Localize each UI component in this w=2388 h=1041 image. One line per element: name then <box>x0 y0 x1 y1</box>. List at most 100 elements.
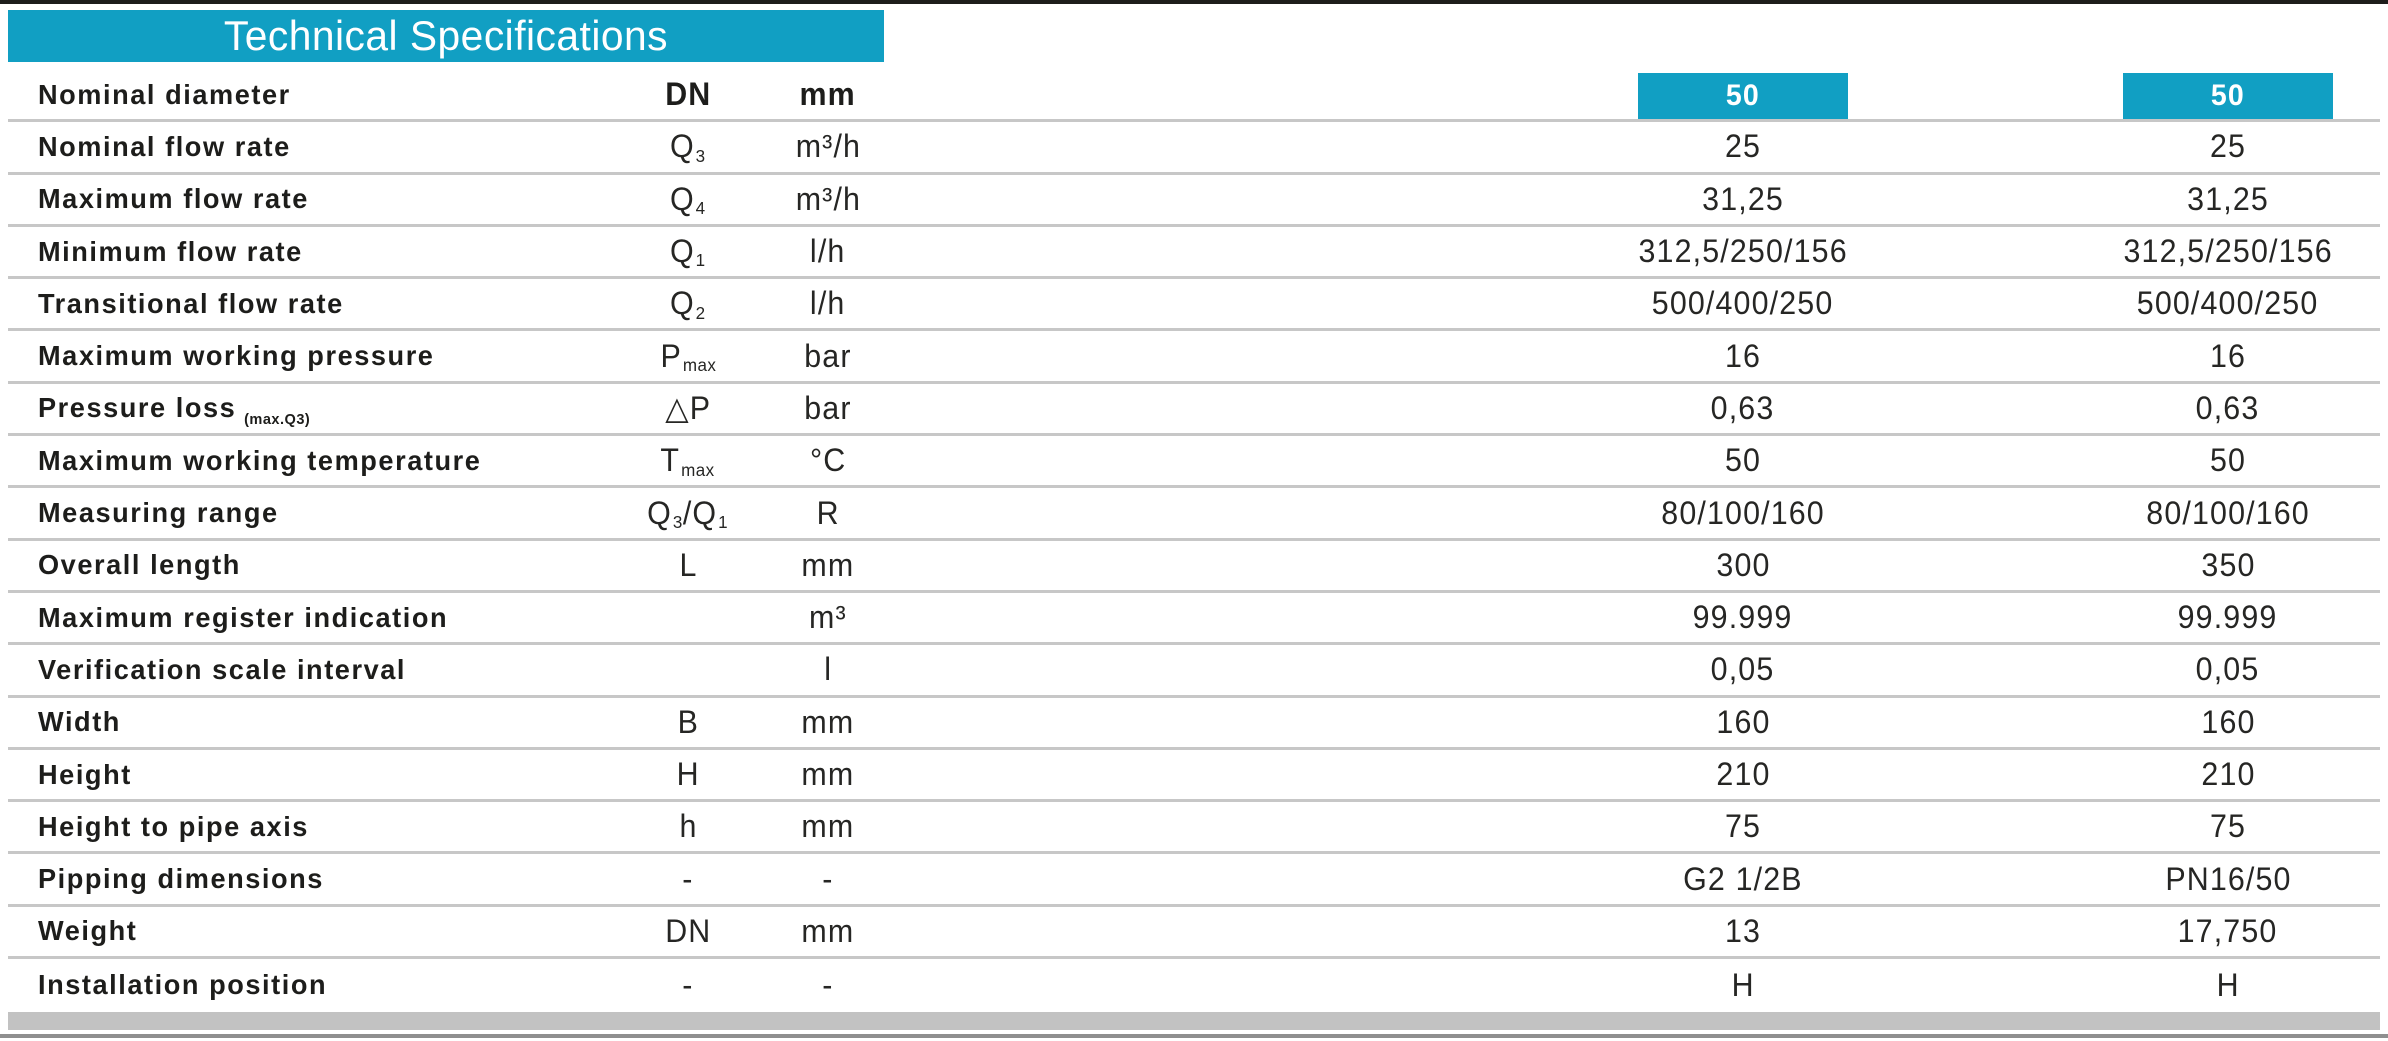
row-unit: m³/h <box>795 180 861 217</box>
row-value-1: 13 <box>1724 912 1762 949</box>
row-value-2: 80/100/160 <box>2146 494 2310 531</box>
row-label: Installation position <box>38 969 328 1001</box>
row-symbol: h <box>678 808 698 845</box>
spec-row: Overall length L mm 300 350 <box>8 541 2380 593</box>
row-label: Pressure loss <box>38 392 237 424</box>
row-unit: bar <box>804 337 852 374</box>
row-unit: m³ <box>809 599 847 636</box>
row-label: Transitional flow rate <box>38 287 344 319</box>
row-value-1: 25 <box>1724 128 1762 165</box>
row-value-1: 0,05 <box>1711 651 1775 688</box>
row-value-2: 25 <box>2209 128 2247 165</box>
row-value-1: G2 1/2B <box>1683 860 1803 897</box>
spec-row: Height to pipe axis h mm 75 75 <box>8 802 2380 855</box>
row-symbol: Q2 <box>670 285 706 323</box>
spec-row: Pipping dimensions - - G2 1/2B PN16/50 <box>8 854 2380 907</box>
row-unit: - <box>822 966 834 1003</box>
spec-row: Pressure loss (max.Q3) △P bar 0,63 0,63 <box>8 384 2380 437</box>
row-symbol: △P <box>665 390 711 427</box>
row-label: Measuring range <box>38 497 279 529</box>
row-symbol: DN <box>664 76 712 113</box>
row-symbol: - <box>682 860 694 897</box>
top-rule <box>0 0 2388 4</box>
row-unit: mm <box>801 808 855 845</box>
row-symbol: L <box>678 546 698 583</box>
row-unit: m³/h <box>795 128 861 165</box>
row-value-2: 0,05 <box>2196 651 2260 688</box>
row-unit: mm <box>799 76 857 113</box>
row-label: Overall length <box>38 549 241 581</box>
row-value-2: H <box>2216 966 2240 1003</box>
bottom-rule <box>0 1034 2388 1038</box>
row-value-1: 312,5/250/156 <box>1638 233 1848 270</box>
row-value-2: 17,750 <box>2178 912 2278 949</box>
row-symbol: - <box>682 966 694 1003</box>
title-banner: Technical Specifications <box>8 10 884 62</box>
row-value-2: 312,5/250/156 <box>2123 233 2333 270</box>
row-label: Nominal flow rate <box>38 130 291 162</box>
spec-header-row: Nominal diameter DN mm 50 50 <box>8 70 2380 123</box>
row-unit: mm <box>801 546 855 583</box>
size-column-2-header-badge: 50 <box>2123 73 2333 120</box>
spec-row: Verification scale interval l 0,05 0,05 <box>8 645 2380 698</box>
row-label: Verification scale interval <box>38 653 406 685</box>
row-value-2: 210 <box>2200 756 2256 792</box>
row-unit: l/h <box>810 285 846 322</box>
row-symbol: H <box>676 756 700 792</box>
spec-row: Maximum working pressure Pmax bar 16 16 <box>8 331 2380 384</box>
spec-row: Height H mm 210 210 <box>8 750 2380 803</box>
row-value-2: 0,63 <box>2196 389 2260 426</box>
row-label: Minimum flow rate <box>38 235 303 267</box>
row-value-1: 16 <box>1724 337 1762 374</box>
row-value-2: 99.999 <box>2178 599 2278 636</box>
row-unit: °C <box>809 442 847 479</box>
row-value-1: 31,25 <box>1702 180 1784 217</box>
row-symbol: Q3/Q1 <box>647 494 729 532</box>
row-value-1: 0,63 <box>1711 389 1775 426</box>
row-value-1: 50 <box>1724 442 1762 479</box>
row-value-1: 99.999 <box>1693 599 1793 636</box>
spec-row: Maximum flow rate Q4 m³/h 31,25 31,25 <box>8 175 2380 227</box>
row-symbol: B <box>677 703 699 740</box>
row-symbol: Q1 <box>670 233 706 271</box>
row-label: Width <box>38 706 121 738</box>
row-label: Maximum working pressure <box>38 340 435 372</box>
row-label-note: (max.Q3) <box>244 411 311 429</box>
spec-table: Nominal diameter DN mm 50 50 Nominal flo… <box>8 70 2380 1011</box>
row-label: Nominal diameter <box>38 78 291 110</box>
spec-row: Weight DN mm 13 17,750 <box>8 907 2380 960</box>
row-value-1: 80/100/160 <box>1661 494 1825 531</box>
row-value-2: 31,25 <box>2187 180 2269 217</box>
page-title: Technical Specifications <box>223 12 669 59</box>
row-value-1: 75 <box>1724 808 1762 845</box>
row-unit: mm <box>801 912 855 949</box>
size-column-1-header-badge: 50 <box>1638 73 1848 120</box>
row-value-2: 350 <box>2200 546 2256 583</box>
row-symbol: Q4 <box>670 180 706 219</box>
row-label: Weight <box>38 915 138 947</box>
row-value-2: 500/400/250 <box>2137 285 2319 322</box>
row-label: Height <box>38 758 132 790</box>
row-value-1: 500/400/250 <box>1652 285 1834 322</box>
row-label: Height to pipe axis <box>38 810 309 842</box>
row-value-1: H <box>1731 966 1755 1003</box>
row-value-2: PN16/50 <box>2164 860 2292 897</box>
row-value-2: 160 <box>2200 703 2256 740</box>
table-bottom-bar <box>8 1012 2380 1030</box>
row-unit: - <box>822 860 834 897</box>
row-label: Maximum working temperature <box>38 444 482 476</box>
row-label: Maximum register indication <box>38 601 449 633</box>
row-unit: l/h <box>810 233 846 270</box>
size-column-2-header-label: 50 <box>2211 79 2245 113</box>
row-label: Maximum flow rate <box>38 183 309 215</box>
row-symbol: DN <box>664 912 712 949</box>
row-value-1: 210 <box>1715 756 1771 792</box>
row-unit: l <box>824 651 832 688</box>
row-unit: mm <box>801 703 855 740</box>
row-symbol: Tmax <box>660 442 716 480</box>
row-symbol: Pmax <box>660 337 716 375</box>
row-unit: mm <box>801 756 855 792</box>
spec-row: Installation position - - H H <box>8 959 2380 1011</box>
row-value-1: 300 <box>1715 546 1771 583</box>
spec-row: Maximum working temperature Tmax °C 50 5… <box>8 436 2380 489</box>
